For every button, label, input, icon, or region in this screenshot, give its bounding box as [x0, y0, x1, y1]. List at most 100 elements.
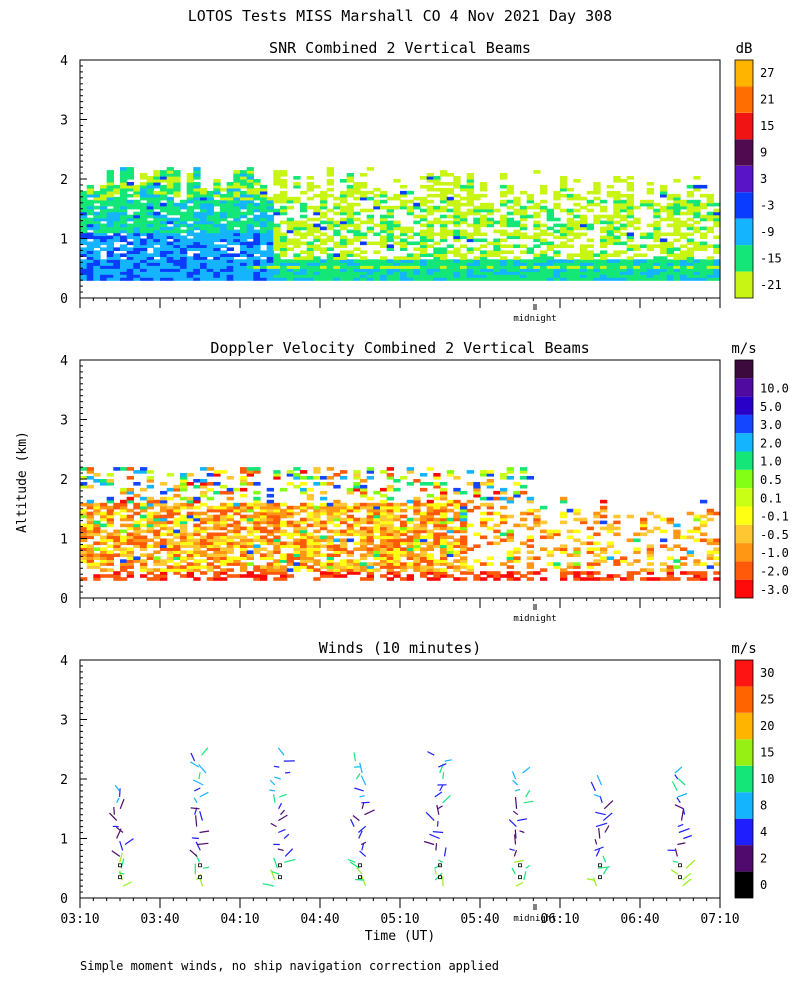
velocity-cell	[226, 517, 234, 522]
snr-cell	[280, 268, 288, 272]
velocity-cell	[300, 553, 308, 557]
snr-cell	[493, 244, 501, 248]
snr-cell	[680, 277, 688, 281]
velocity-cell	[493, 535, 501, 540]
velocity-cell	[386, 467, 394, 471]
velocity-cell	[166, 529, 174, 534]
snr-cell	[573, 262, 581, 266]
snr-cell	[280, 220, 288, 225]
snr-cell	[406, 241, 414, 246]
snr-cell	[133, 229, 141, 234]
snr-cell	[120, 170, 128, 174]
snr-cell	[206, 208, 214, 213]
velocity-cell	[460, 502, 468, 507]
snr-cell	[493, 277, 501, 281]
velocity-cell	[106, 514, 114, 519]
snr-cell	[86, 205, 94, 210]
snr-cell	[513, 268, 521, 272]
velocity-cell	[706, 556, 714, 560]
velocity-cell	[240, 535, 248, 540]
snr-cell	[160, 232, 168, 237]
velocity-cell	[433, 571, 441, 575]
velocity-cell	[366, 577, 374, 581]
snr-cell	[506, 211, 514, 216]
snr-cell	[426, 265, 434, 269]
velocity-cell	[253, 470, 261, 474]
snr-cell	[420, 208, 428, 213]
velocity-cell	[286, 568, 294, 572]
velocity-cell	[240, 574, 248, 578]
velocity-cell	[220, 508, 228, 513]
velocity-cell	[80, 553, 88, 557]
snr-cell	[173, 247, 181, 251]
velocity-cell	[380, 529, 388, 534]
velocity-cell	[220, 532, 228, 537]
snr-cell	[246, 250, 254, 254]
snr-cell	[333, 202, 341, 207]
velocity-cell	[306, 565, 314, 569]
velocity-cell	[480, 473, 488, 477]
velocity-cell	[526, 556, 534, 560]
velocity-cell	[220, 517, 228, 522]
velocity-cell	[233, 532, 241, 537]
colorbar-swatch	[735, 712, 753, 740]
snr-cell	[406, 259, 414, 263]
velocity-cell	[440, 532, 448, 537]
velocity-cell	[340, 544, 348, 548]
velocity-cell	[286, 482, 294, 486]
velocity-cell	[700, 514, 708, 519]
velocity-cell	[126, 517, 134, 522]
snr-cell	[193, 184, 201, 189]
snr-cell	[513, 271, 521, 275]
velocity-cell	[320, 565, 328, 569]
snr-cell	[86, 268, 94, 272]
snr-cell	[260, 235, 268, 240]
snr-cell	[500, 220, 508, 225]
snr-cell	[320, 202, 328, 207]
velocity-cell	[140, 553, 148, 557]
velocity-cell	[420, 502, 428, 507]
snr-cell	[166, 256, 174, 260]
velocity-cell	[226, 538, 234, 543]
snr-cell	[693, 247, 701, 251]
snr-cell	[120, 202, 128, 207]
snr-cell	[673, 256, 681, 260]
velocity-cell	[460, 547, 468, 551]
snr-cell	[606, 241, 614, 246]
velocity-cell	[366, 553, 374, 557]
velocity-cell	[300, 502, 308, 507]
snr-cell	[173, 244, 181, 248]
snr-cell	[406, 256, 414, 260]
snr-cell	[146, 265, 154, 269]
snr-cell	[133, 223, 141, 228]
snr-cell	[213, 226, 221, 231]
snr-cell	[300, 205, 308, 210]
velocity-cell	[286, 508, 294, 513]
snr-cell	[306, 232, 314, 237]
snr-cell	[246, 217, 254, 222]
velocity-cell	[160, 574, 168, 578]
snr-cell	[626, 268, 634, 272]
velocity-cell	[666, 577, 674, 581]
velocity-cell	[606, 544, 614, 548]
snr-cell	[126, 202, 134, 207]
snr-cell	[273, 259, 281, 263]
velocity-cell	[93, 479, 101, 483]
snr-cell	[393, 205, 401, 210]
velocity-cell	[173, 493, 181, 498]
velocity-cell	[693, 562, 701, 566]
snr-cell	[173, 184, 181, 189]
velocity-cell	[93, 508, 101, 513]
snr-cell	[346, 268, 354, 272]
velocity-cell	[440, 505, 448, 510]
velocity-cell	[640, 568, 648, 572]
velocity-cell	[280, 574, 288, 578]
snr-cell	[153, 193, 161, 198]
snr-cell	[100, 277, 108, 281]
velocity-cell	[166, 505, 174, 510]
snr-cell	[280, 173, 288, 177]
snr-cell	[206, 196, 214, 201]
snr-cell	[106, 250, 114, 254]
snr-cell	[346, 259, 354, 263]
snr-cell	[653, 268, 661, 272]
